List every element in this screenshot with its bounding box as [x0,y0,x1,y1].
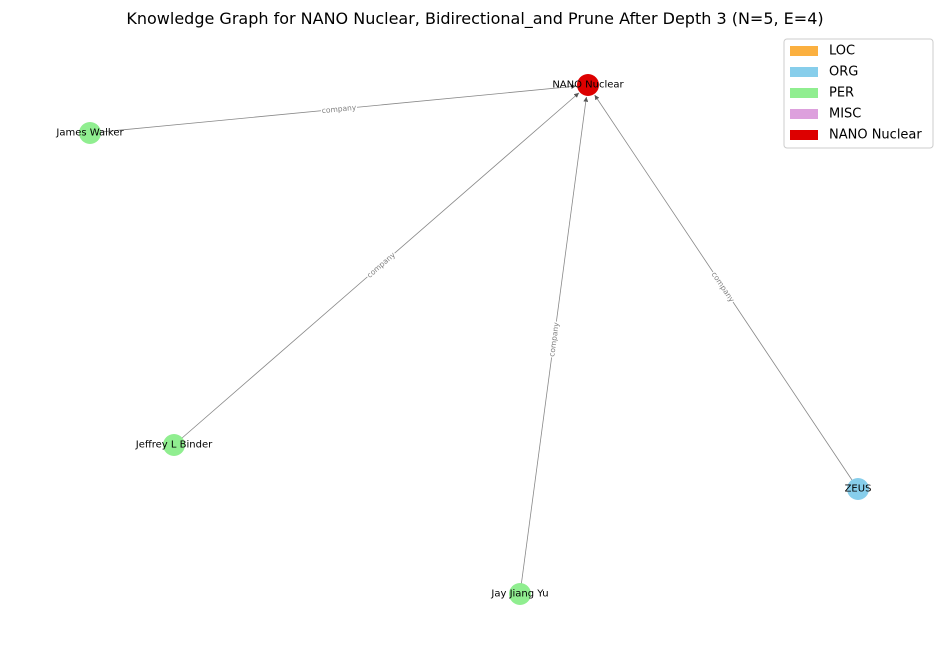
node-jay-jiang-yu [509,583,531,605]
edge-label-background [364,249,398,281]
graph-title: Knowledge Graph for NANO Nuclear, Bidire… [126,9,823,29]
legend-label-loc: LOC [829,44,855,59]
legend-swatch-org [790,67,818,77]
legend-items: LOC ORG PER MISC NANO Nuclear [790,44,922,143]
edge-label-james-nano: company [321,103,357,115]
node-label-nano-nuclear: NANO Nuclear [552,80,624,91]
edges-layer: company company company company [89,84,859,595]
legend-swatch-per [790,88,818,98]
node-zeus [847,478,869,500]
edge-label-zeus-nano: company [710,270,737,304]
edge-label-background [709,269,737,305]
edge-label-jeffrey-nano: company [365,250,397,280]
node-label-jeffrey-l-binder: Jeffrey L Binder [135,440,213,451]
nodes-layer: NANO Nuclear James Walker Jeffrey L Binder… [55,74,871,605]
node-james-walker [79,122,101,144]
edge-label-background [547,320,561,359]
edge-label-jay-nano: company [547,321,561,357]
legend-frame [783,38,934,149]
legend-label-org: ORG [829,65,858,80]
legend-swatch-nano-nuclear [790,130,818,140]
legend: LOC ORG PER MISC NANO Nuclear [783,38,934,149]
node-label-jay-jiang-yu: Jay Jiang Yu [490,589,548,600]
legend-label-nano-nuclear: NANO Nuclear [829,128,922,143]
legend-label-per: PER [829,86,854,101]
node-nano-nuclear [577,74,599,96]
legend-swatch-misc [790,109,818,119]
legend-label-misc: MISC [829,107,861,122]
node-label-zeus: ZEUS [845,484,872,495]
legend-swatch-loc [790,46,818,56]
node-jeffrey-l-binder [163,434,185,456]
node-label-james-walker: James Walker [55,128,124,139]
edge-label-background [320,102,358,116]
